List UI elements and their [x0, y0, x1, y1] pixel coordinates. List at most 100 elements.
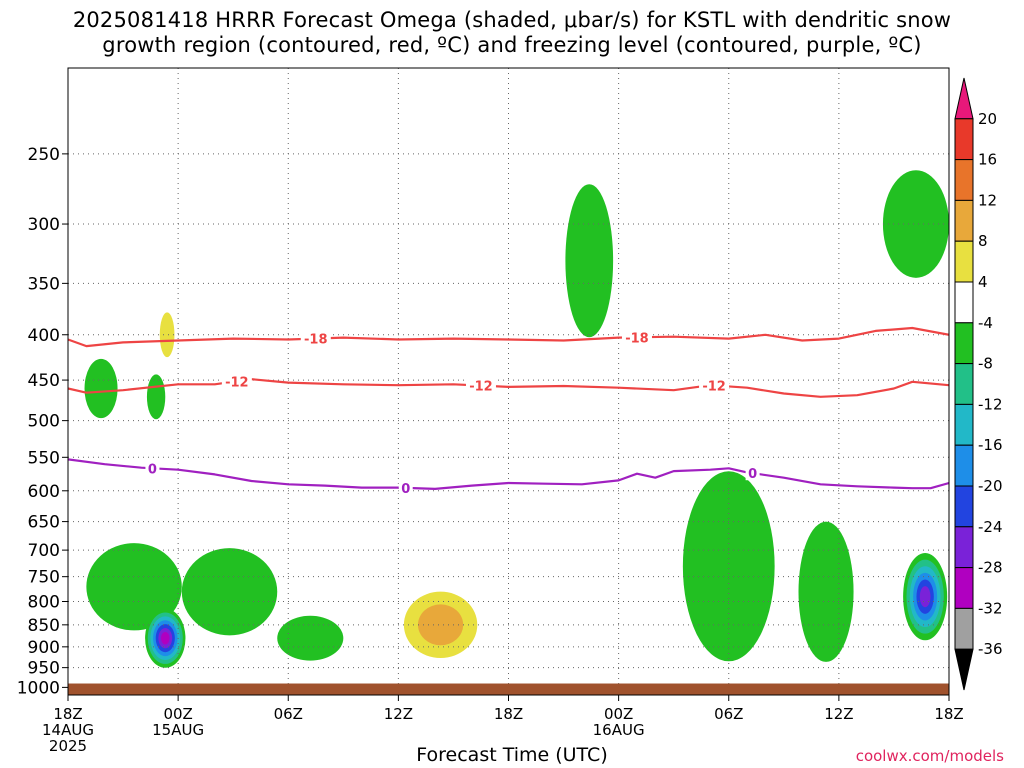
colorbar-label-9: -20 [978, 477, 1003, 495]
contour-label-bg-2-2 [745, 466, 760, 481]
colorbar-label-13: -36 [978, 640, 1003, 658]
contour-label-bg-1-0 [221, 374, 252, 389]
colorbar-label-1: 16 [978, 151, 997, 169]
y-tick-label-850: 850 [28, 616, 60, 636]
y-tick-label-600: 600 [28, 482, 60, 502]
contour-label-2-1: 0 [401, 482, 410, 497]
colorbar-box-2 [954, 159, 974, 201]
credit-link[interactable]: coolwx.com/models [855, 747, 1004, 765]
y-tick-label-700: 700 [28, 541, 60, 561]
surface-band [68, 683, 949, 695]
colorbar-label-0: 20 [978, 110, 997, 128]
x-tick-label-0-1: 14AUG [42, 721, 94, 739]
y-tick-label-1000: 1000 [17, 678, 60, 698]
colorbar-box-3 [954, 199, 974, 242]
y-tick-label-950: 950 [28, 659, 60, 679]
x-tick-label-0-2: 2025 [49, 737, 87, 755]
omega-cell-0--4 [84, 358, 118, 419]
surface-fill [68, 683, 949, 695]
y-axis: 2503003504004505005506006507007508008509… [17, 145, 68, 698]
omega-cell-2-4 [159, 312, 175, 358]
x-tick-label-1-0: 00Z [163, 705, 192, 723]
omega-cell-1--4 [146, 374, 166, 420]
contour-label-1-2: -12 [702, 379, 726, 394]
contour-label-bg-1-2 [699, 378, 730, 393]
contour-label-0-0: -18 [304, 333, 328, 348]
colorbar-box-5 [954, 281, 974, 324]
omega-shading [84, 170, 949, 668]
omega-cell-9--4 [682, 471, 775, 662]
colorbar-box-12 [954, 567, 974, 609]
y-tick-label-300: 300 [28, 215, 60, 235]
omega-cell-4--28 [161, 631, 170, 645]
contour-label-bg-2-1 [398, 480, 413, 495]
colorbar-box-8 [954, 403, 974, 446]
colorbar-label-6: -8 [978, 355, 993, 373]
colorbar-label-12: -32 [978, 599, 1003, 617]
omega-cell-12--4 [882, 170, 949, 278]
omega-cell-10--4 [798, 521, 854, 662]
contour-label-1-1: -12 [469, 380, 493, 395]
omega-cell-7-8 [417, 604, 464, 646]
y-tick-label-350: 350 [28, 274, 60, 294]
contour-label-1-0: -12 [225, 375, 249, 390]
x-axis-title: Forecast Time (UTC) [416, 744, 608, 766]
colorbar-label-7: -12 [978, 395, 1003, 413]
chart-title-line-1: 2025081418 HRRR Forecast Omega (shaded, … [72, 8, 952, 32]
x-tick-label-0-0: 18Z [53, 705, 82, 723]
x-tick-label-6-0: 06Z [714, 705, 743, 723]
colorbar-label-3: 8 [978, 232, 988, 250]
contour-line-1 [68, 378, 949, 398]
x-tick-label-2-0: 06Z [274, 705, 303, 723]
colorbar-box-4 [954, 240, 974, 283]
contour-line-0 [68, 326, 949, 348]
y-tick-label-450: 450 [28, 371, 60, 391]
chart-title-line-2: growth region (contoured, red, ºC) and f… [102, 33, 922, 57]
omega-cell-8--4 [565, 184, 614, 338]
omega-cell-5--4 [181, 548, 278, 636]
x-tick-label-5-0: 00Z [604, 705, 633, 723]
contour-label-bg-0-0 [300, 331, 331, 346]
x-tick-label-8-0: 18Z [934, 705, 963, 723]
colorbar-box-7 [954, 363, 974, 405]
colorbar-label-8: -16 [978, 436, 1003, 454]
y-tick-label-500: 500 [28, 412, 60, 432]
colorbar-box-11 [954, 526, 974, 569]
x-tick-label-3-0: 12Z [384, 705, 413, 723]
colorbar: 20 16 12 8 4 -4 -8 -12 -16 -20 -24 -28 -32 -36 [954, 77, 1003, 691]
colorbar-label-10: -24 [978, 518, 1003, 536]
contour-label-0-1: -18 [625, 331, 649, 346]
x-tick-label-5-1: 16AUG [593, 721, 645, 739]
y-tick-label-650: 650 [28, 513, 60, 533]
colorbar-top-arrow [954, 77, 974, 120]
y-tick-label-550: 550 [28, 448, 60, 468]
colorbar-box-9 [954, 444, 974, 487]
omega-cell-3--4 [86, 543, 182, 631]
x-tick-label-7-0: 12Z [824, 705, 853, 723]
colorbar-label-11: -28 [978, 559, 1003, 577]
contour-label-bg-2-0 [145, 461, 160, 476]
y-tick-label-800: 800 [28, 593, 60, 613]
colorbar-label-2: 12 [978, 191, 997, 209]
colorbar-box-6 [954, 322, 974, 365]
contour-line-2 [68, 458, 949, 490]
x-tick-label-1-1: 15AUG [152, 721, 204, 739]
contour-label-2-2: 0 [748, 467, 757, 482]
contour-label-2-0: 0 [148, 462, 157, 477]
contour-label-bg-0-1 [621, 330, 652, 345]
x-tick-label-4-0: 18Z [494, 705, 523, 723]
colorbar-box-13 [954, 607, 974, 650]
colorbar-box-1 [954, 118, 974, 161]
y-tick-label-400: 400 [28, 326, 60, 346]
contour-label-bg-1-1 [465, 378, 496, 393]
colorbar-label-5: -4 [978, 314, 993, 332]
colorbar-bottom-arrow [954, 648, 974, 691]
omega-cell-6--4 [277, 615, 344, 661]
omega-cell-11--24 [919, 586, 931, 608]
y-tick-label-750: 750 [28, 568, 60, 588]
colorbar-box-10 [954, 485, 974, 528]
contour-lines: -18 -18 -12 -12 -12 0 0 0 [68, 326, 949, 497]
colorbar-label-4: 4 [978, 273, 988, 291]
